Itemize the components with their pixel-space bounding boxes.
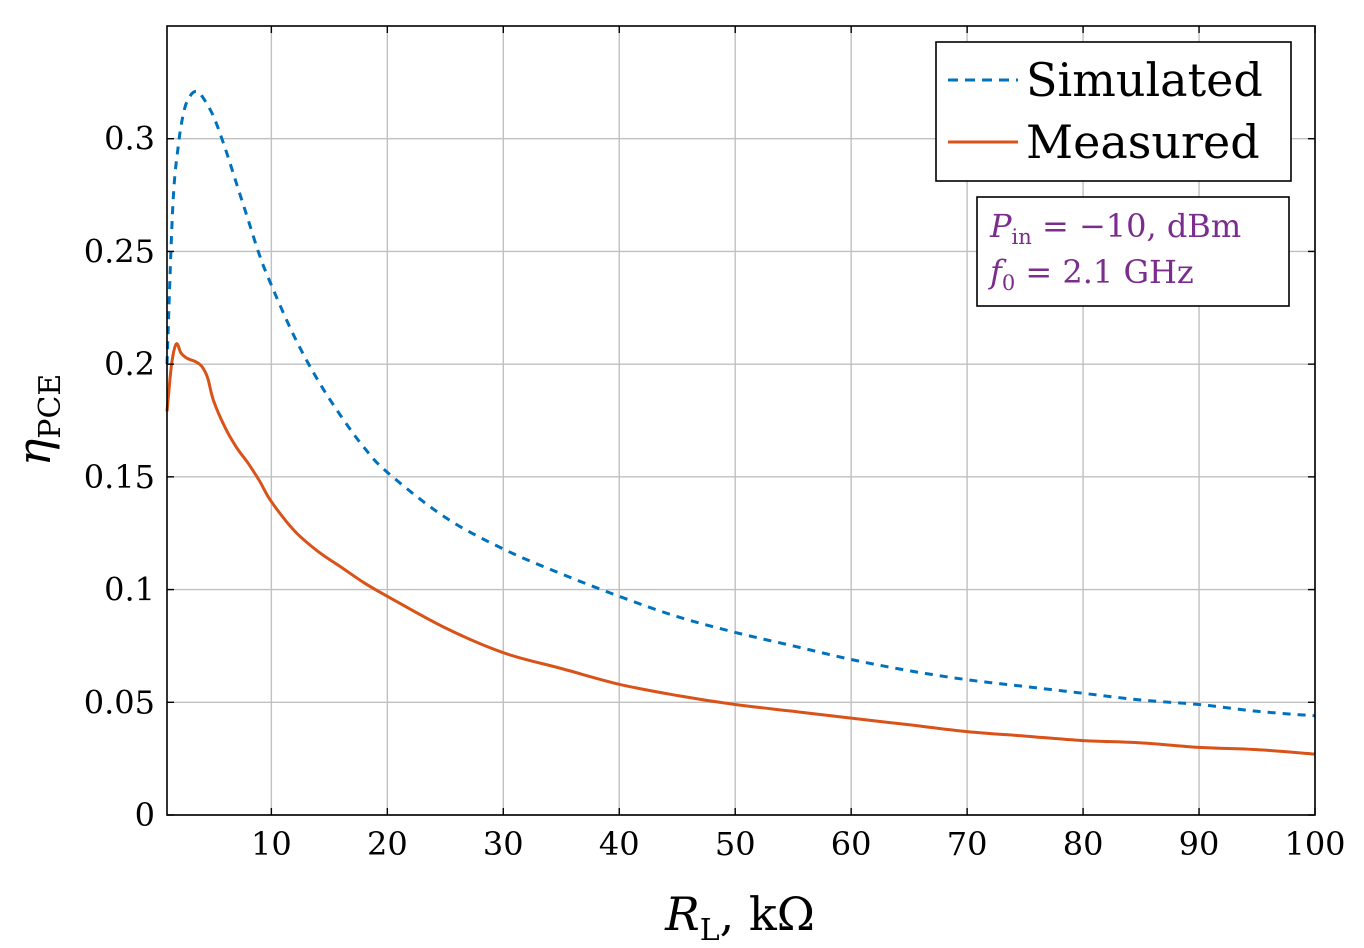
- x-tick-label: 20: [367, 825, 408, 863]
- x-tick-label: 40: [599, 825, 640, 863]
- series-line-measured: [165, 342, 1316, 756]
- legend-label-measured: Measured: [1026, 115, 1260, 169]
- x-tick-label: 90: [1179, 825, 1220, 863]
- x-tick-label: 10: [251, 825, 292, 863]
- annotation-line-frequency: f0 = 2.1 GHz: [988, 253, 1194, 295]
- y-tick-label: 0.3: [104, 120, 155, 158]
- plot-frame: [166, 25, 1316, 816]
- x-tick-label: 70: [947, 825, 988, 863]
- y-tick-label: 0.05: [84, 683, 155, 721]
- x-tick-label: 30: [483, 825, 524, 863]
- annotation-line-power: Pin = −10, dBm: [989, 207, 1241, 249]
- y-tick-label: 0.2: [104, 345, 155, 383]
- x-tick-label: 80: [1063, 825, 1104, 863]
- y-tick-label: 0.15: [84, 458, 155, 496]
- x-tick-label: 100: [1284, 825, 1345, 863]
- annotation: Pin = −10, dBm f0 = 2.1 GHz: [976, 196, 1290, 307]
- x-tick-label: 60: [831, 825, 872, 863]
- y-tick-label: 0.25: [84, 232, 155, 270]
- legend: Simulated Measured: [935, 41, 1292, 182]
- y-axis-ticks: 0 0.05 0.1 0.15 0.2 0.25 0.3: [84, 120, 1315, 834]
- x-axis-ticks: 10 20 30 40 50 60 70 80 90 100: [251, 26, 1346, 863]
- x-axis-title: RL, kΩ: [664, 887, 815, 948]
- plot-area: [165, 89, 1316, 756]
- y-tick-label: 0.1: [104, 571, 155, 609]
- y-axis-title: ηPCE: [7, 374, 68, 467]
- legend-box: [935, 41, 1292, 182]
- legend-label-simulated: Simulated: [1026, 53, 1263, 107]
- y-tick-label: 0: [135, 796, 155, 834]
- annotation-box: [976, 196, 1290, 307]
- series-line-simulated: [165, 89, 1316, 718]
- x-tick-label: 50: [715, 825, 756, 863]
